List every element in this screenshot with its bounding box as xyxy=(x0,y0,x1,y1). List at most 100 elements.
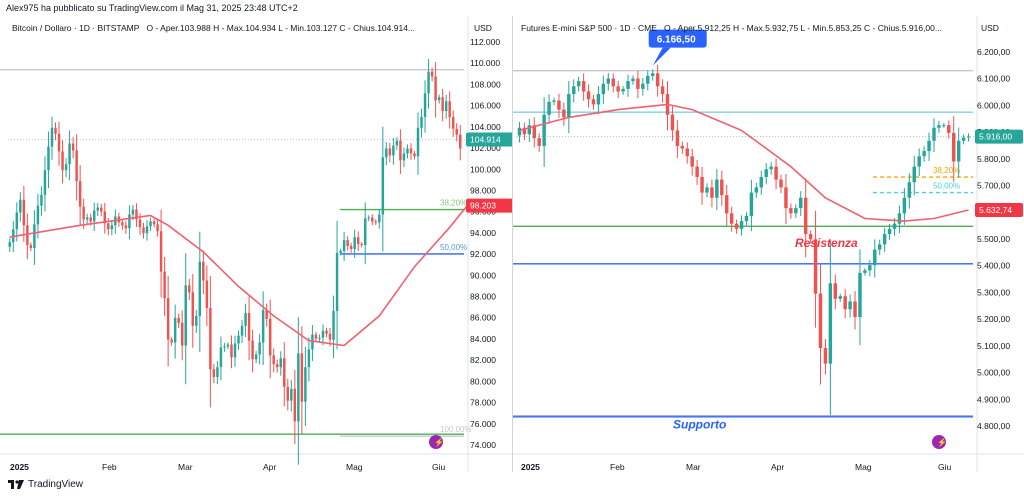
btc-candle-body xyxy=(427,71,430,94)
btc-candle-body xyxy=(307,349,311,368)
btc-candle-body xyxy=(251,340,254,360)
btc-candle-body xyxy=(40,194,43,206)
btc-candle-body xyxy=(240,325,244,336)
btc-candle-body xyxy=(212,369,216,378)
spx-candle-body xyxy=(813,239,818,294)
btc-x-tick: Mar xyxy=(178,462,193,472)
spx-candle-body xyxy=(873,249,877,266)
sp500-chart-panel[interactable]: 6.200,006.100,006.000,005.900,005.800,00… xyxy=(509,16,1024,472)
spx-candle-body xyxy=(823,348,828,364)
btc-y-tick: 92.000 xyxy=(470,249,496,259)
btc-candle-body xyxy=(135,209,138,220)
btc-level-label: 38,20% xyxy=(440,199,467,208)
spx-candle-body xyxy=(784,187,788,209)
spx-candle-body xyxy=(887,228,892,235)
spx-candle-body xyxy=(650,73,655,76)
spx-candle-body xyxy=(641,83,645,89)
spx-candle-body xyxy=(562,109,566,118)
btc-candle-body xyxy=(19,199,22,213)
btc-candle-body xyxy=(8,242,11,247)
btc-moving-average xyxy=(9,205,468,347)
btc-candle-body xyxy=(226,344,230,347)
bitcoin-chart-panel[interactable]: 112.000 110.000 108.000 106.000 104.000 102.0… xyxy=(0,16,514,472)
btc-candle-body xyxy=(209,308,212,370)
spx-candle-body xyxy=(843,296,847,310)
btc-candle-body xyxy=(437,97,441,101)
spx-y-tick: 5.700,00 xyxy=(977,181,1010,191)
spx-candle-body xyxy=(567,94,571,118)
btc-candle-body xyxy=(100,207,103,212)
spx-x-tick: Giu xyxy=(938,462,952,472)
spx-resistance-label: Resistenza xyxy=(795,236,858,250)
spx-candle-body xyxy=(547,101,551,115)
btc-y-tick: 102.000 xyxy=(470,143,501,153)
btc-candle-body xyxy=(444,101,448,112)
spx-ma-tag xyxy=(975,203,1023,218)
btc-candle-body xyxy=(441,97,444,112)
spx-candle-body xyxy=(749,192,754,216)
btc-candle-body xyxy=(33,224,36,248)
spx-candle-body xyxy=(532,125,536,139)
spx-candle-body xyxy=(769,166,773,170)
sp500-chart-legend: Futures E-mini S&P 500 · 1D · CME O - Ap… xyxy=(521,23,942,33)
spx-x-tick: Feb xyxy=(610,462,625,472)
btc-candle-body xyxy=(92,210,96,222)
spx-y-tick: 4.900,00 xyxy=(977,394,1010,404)
btc-candle-body xyxy=(237,335,240,344)
btc-candle-body xyxy=(318,337,321,339)
btc-candle-body xyxy=(268,318,272,356)
btc-candle-body xyxy=(339,250,342,253)
btc-candle-body xyxy=(374,221,378,223)
btc-y-tick: 88.000 xyxy=(470,292,496,302)
spx-support-label: Supporto xyxy=(673,417,726,431)
tradingview-logo[interactable]: TradingView xyxy=(8,479,83,490)
btc-candle-body xyxy=(328,333,332,340)
spx-candle-body xyxy=(552,100,556,102)
btc-candle-body xyxy=(434,76,437,101)
btc-candle-body xyxy=(311,334,314,350)
spx-candle-body xyxy=(947,125,951,133)
btc-candle-body xyxy=(121,222,124,226)
btc-candle-body xyxy=(293,388,297,422)
spx-alert-glyph: ⚡ xyxy=(937,437,947,447)
spx-candle-body xyxy=(631,78,635,82)
spx-y-tick: 5.000,00 xyxy=(977,368,1010,378)
btc-candle-body xyxy=(184,285,187,346)
btc-candle-body xyxy=(202,261,205,281)
btc-candle-body xyxy=(335,252,339,312)
btc-candle-body xyxy=(156,224,159,232)
btc-candle-body xyxy=(43,170,47,195)
spx-candle-body xyxy=(670,114,675,131)
spx-candle-body xyxy=(966,136,971,138)
btc-x-tick: Feb xyxy=(102,462,117,472)
btc-candle-body xyxy=(124,225,128,229)
btc-y-tick: 98.000 xyxy=(470,185,496,195)
btc-last-price-label: 104.914 xyxy=(470,134,501,144)
btc-y-tick: 82.000 xyxy=(470,355,496,365)
btc-candle-body xyxy=(378,214,381,223)
btc-x-tick: Apr xyxy=(263,462,276,472)
spx-candle-body xyxy=(799,197,803,209)
spx-candle-body xyxy=(858,272,862,317)
btc-level-label: 100,00% xyxy=(440,425,472,434)
spx-candle-body xyxy=(942,125,946,127)
spx-candle-body xyxy=(808,234,813,240)
spx-y-tick: 5.300,00 xyxy=(977,287,1010,297)
spx-candle-body xyxy=(897,213,902,224)
btc-candle-body xyxy=(159,231,163,272)
btc-y-tick: 84.000 xyxy=(470,334,496,344)
btc-y-tick: 86.000 xyxy=(470,313,496,323)
btc-candle-body xyxy=(304,367,307,402)
spx-candle-body xyxy=(882,234,887,245)
btc-candle-body xyxy=(332,311,335,340)
spx-candle-body xyxy=(744,215,749,222)
btc-ma-label: 98.203 xyxy=(470,201,496,211)
spx-level-label: 50,00% xyxy=(933,182,960,191)
spx-candle-body xyxy=(863,270,867,273)
btc-candle-body xyxy=(145,226,149,234)
spx-candle-body xyxy=(952,132,956,162)
spx-candle-body xyxy=(720,179,724,196)
spx-candle-body xyxy=(838,296,842,299)
spx-candle-body xyxy=(956,140,961,162)
spx-candle-body xyxy=(932,127,936,141)
